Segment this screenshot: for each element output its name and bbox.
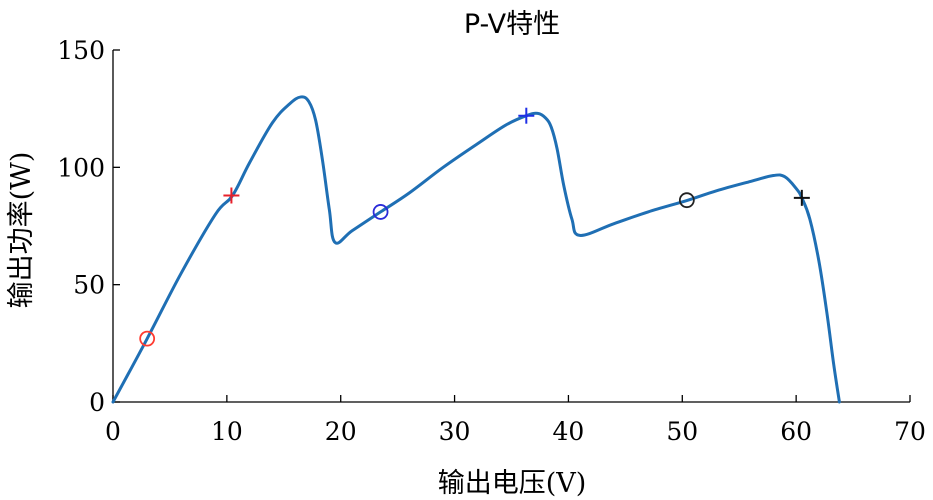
- plus-marker: [518, 107, 535, 124]
- y-tick-label: 100: [57, 153, 105, 182]
- y-tick-label: 0: [89, 388, 105, 417]
- axes: [112, 49, 911, 403]
- chart-title: P-V特性: [464, 9, 560, 40]
- y-tick-label: 150: [57, 36, 105, 65]
- circle-marker: [372, 204, 389, 220]
- x-axis-label: 输出电压(V): [438, 468, 587, 499]
- x-tick-label: 0: [105, 417, 121, 446]
- x-tick-label: 60: [780, 417, 812, 446]
- pv-curve-line: [111, 95, 841, 404]
- circle-marker: [139, 330, 156, 347]
- x-tick-label: 50: [666, 417, 698, 446]
- x-tick-label: 70: [894, 417, 926, 446]
- x-tick-label: 40: [553, 417, 585, 446]
- markers: [139, 107, 810, 347]
- tick-labels: 0 10 20 30 40 50 60 70 0 50 100 150: [57, 36, 926, 446]
- plus-marker: [793, 189, 810, 206]
- y-tick-label: 50: [73, 271, 105, 300]
- circle-marker: [678, 192, 695, 209]
- y-axis-label: 输出功率(W): [6, 152, 37, 309]
- x-tick-label: 20: [325, 417, 357, 446]
- plus-marker: [223, 187, 240, 204]
- plot-area: [111, 95, 841, 404]
- x-tick-label: 30: [439, 417, 471, 446]
- x-tick-label: 10: [211, 417, 243, 446]
